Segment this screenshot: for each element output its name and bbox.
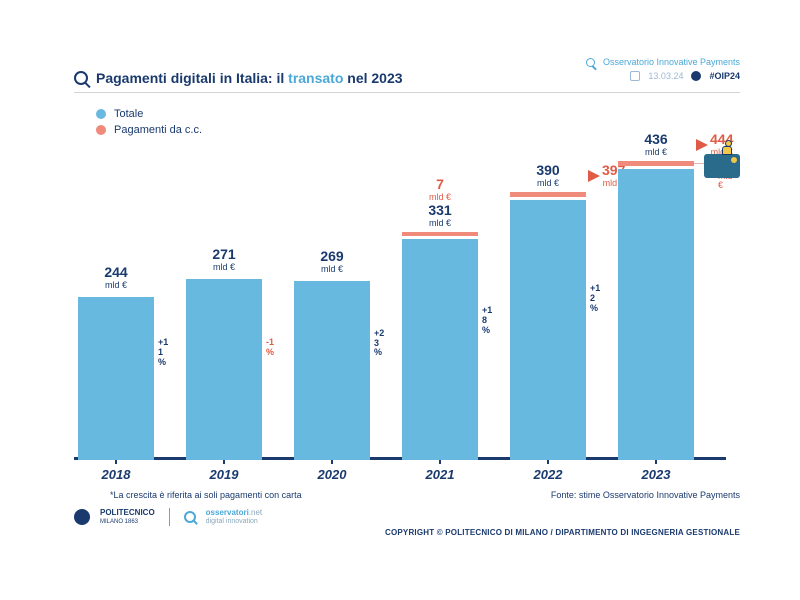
bar-cc	[618, 161, 694, 166]
title-highlight: transato	[288, 70, 343, 86]
source-text: Fonte: stime Osservatorio Innovative Pay…	[551, 490, 740, 500]
legend-swatch	[96, 125, 106, 135]
value-label-total: 271mld €	[186, 246, 262, 272]
bar-total	[510, 200, 586, 460]
poli-sub: MILANO 1863	[100, 519, 138, 525]
x-axis-label: 2022	[510, 467, 586, 482]
bar-total	[78, 297, 154, 460]
osservatori-label: osservatori.net digital innovation	[206, 509, 262, 525]
axis-tick	[331, 460, 333, 464]
magnifier-icon	[74, 71, 88, 85]
value-label-total: 436mld €	[618, 131, 694, 157]
bar-cc	[402, 232, 478, 237]
growth-label: +18%	[482, 306, 506, 336]
oss-a: osservatori	[206, 508, 249, 517]
value-label-total: 269mld €	[294, 248, 370, 274]
bar-total	[618, 169, 694, 460]
value-label-total: 244mld €	[78, 264, 154, 290]
copyright: COPYRIGHT © POLITECNICO DI MILANO / DIPA…	[385, 528, 740, 537]
value-label-total: 331mld €	[402, 202, 478, 228]
calendar-icon	[630, 71, 640, 81]
growth-label: +12%	[590, 284, 614, 314]
person-icon	[722, 140, 734, 156]
axis-tick	[547, 460, 549, 464]
x-axis-label: 2020	[294, 467, 370, 482]
legend: Totale Pagamenti da c.c.	[96, 108, 202, 140]
header-underline	[74, 92, 740, 93]
logo-separator	[169, 508, 170, 526]
title-pre: Pagamenti digitali in Italia: il	[96, 70, 288, 86]
oss-b: .net	[249, 508, 262, 517]
legend-label: Pagamenti da c.c.	[114, 124, 202, 136]
tag-dot-icon	[691, 71, 701, 81]
axis-tick	[223, 460, 225, 464]
card-illustration	[696, 140, 752, 184]
politecnico-seal-icon	[74, 509, 90, 525]
x-axis-label: 2021	[402, 467, 478, 482]
bar-total	[402, 239, 478, 460]
credit-card-icon	[704, 154, 740, 178]
bar-chart: 244mld €+11%2018271mld €-1%2019269mld €+…	[74, 140, 726, 460]
x-axis-label: 2018	[78, 467, 154, 482]
value-label-cc: 7mld €	[402, 176, 478, 202]
slide-title: Pagamenti digitali in Italia: il transat…	[96, 70, 403, 86]
legend-swatch	[96, 109, 106, 119]
axis-tick	[439, 460, 441, 464]
axis-tick	[655, 460, 657, 464]
legend-item-cc: Pagamenti da c.c.	[96, 124, 202, 136]
growth-label: -1%	[266, 338, 290, 358]
oss-sub: digital innovation	[206, 518, 258, 525]
logo-row: POLITECNICO MILANO 1863 osservatori.net …	[74, 508, 262, 526]
legend-item-total: Totale	[96, 108, 202, 120]
osservatori-icon	[184, 511, 196, 523]
value-label-total: 390mld €	[510, 162, 586, 188]
meta-hashtag: #OIP24	[709, 70, 740, 84]
growth-label: +23%	[374, 329, 398, 359]
axis-tick	[115, 460, 117, 464]
bar-cc	[510, 192, 586, 197]
arrow-right-icon	[588, 170, 600, 182]
footnote: *La crescita è riferita ai soli pagament…	[110, 490, 302, 500]
bar-total	[186, 279, 262, 460]
x-axis-label: 2023	[618, 467, 694, 482]
growth-label: +11%	[158, 338, 182, 368]
slide-canvas: Pagamenti digitali in Italia: il transat…	[0, 0, 800, 600]
meta-org: Osservatorio Innovative Payments	[603, 56, 740, 70]
title-post: nel 2023	[343, 70, 402, 86]
slide-title-row: Pagamenti digitali in Italia: il transat…	[74, 70, 403, 86]
bar-total	[294, 281, 370, 460]
poli-main: POLITECNICO	[100, 508, 155, 517]
legend-label: Totale	[114, 108, 143, 120]
meta-block: Osservatorio Innovative Payments 13.03.2…	[586, 56, 740, 83]
magnifier-icon	[586, 58, 595, 67]
politecnico-label: POLITECNICO MILANO 1863	[100, 509, 155, 525]
x-axis-label: 2019	[186, 467, 262, 482]
meta-date: 13.03.24	[648, 70, 683, 84]
